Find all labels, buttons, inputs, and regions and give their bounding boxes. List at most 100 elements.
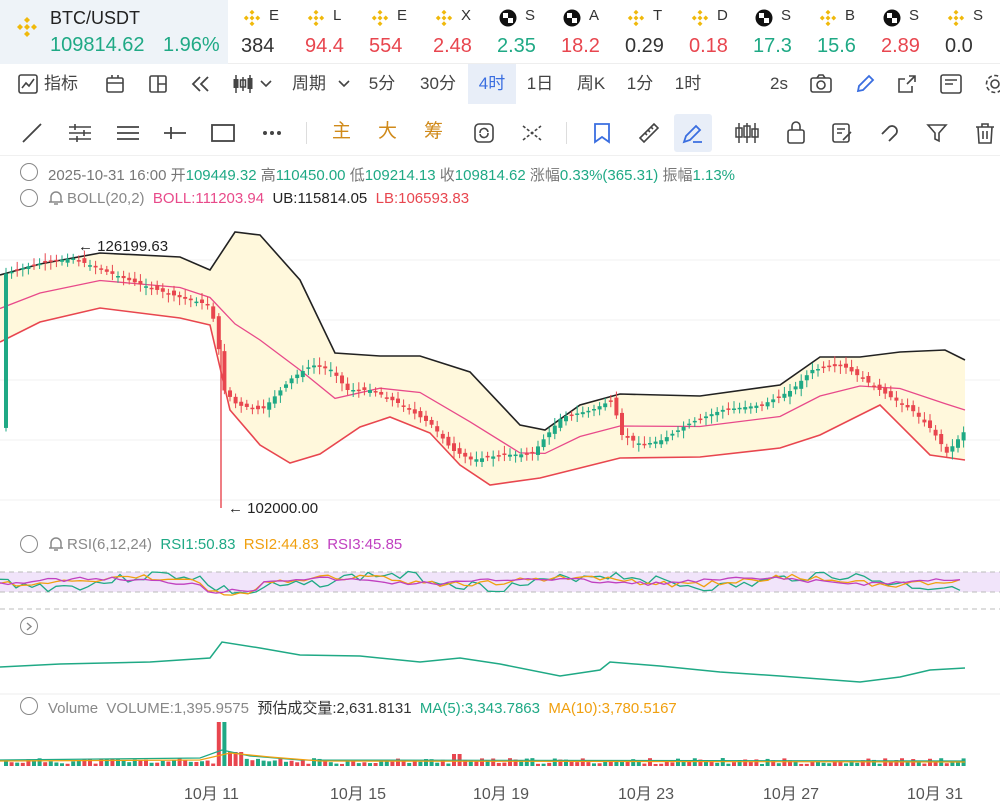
ticker-item[interactable]: D 0.18 xyxy=(681,0,741,64)
camera-icon[interactable] xyxy=(810,74,832,94)
magnet-icon[interactable] xyxy=(877,121,901,145)
trendline-icon[interactable] xyxy=(20,121,44,145)
sync-icon[interactable] xyxy=(472,121,496,145)
candle-body xyxy=(687,423,692,426)
volume-bar xyxy=(653,763,658,766)
interval-tab[interactable]: 30分 xyxy=(420,74,456,93)
pencil-icon[interactable] xyxy=(855,74,875,94)
horizontal-ray-icon[interactable] xyxy=(162,121,188,145)
settings-icon[interactable] xyxy=(984,73,1000,95)
candle-body xyxy=(82,258,87,263)
volume-bar xyxy=(396,758,400,766)
more-icon[interactable] xyxy=(260,121,284,145)
candle-body xyxy=(804,375,809,381)
bnb-icon xyxy=(371,9,389,27)
collapse-toggle[interactable] xyxy=(20,189,38,207)
period-dropdown[interactable]: 周期 xyxy=(292,74,326,93)
ticker-item[interactable]: S 2.89 xyxy=(873,0,933,64)
volume-bar xyxy=(860,760,865,766)
ticker-item[interactable]: E 554 xyxy=(361,0,421,64)
ticker-item-name: E xyxy=(269,7,280,24)
candle-body xyxy=(396,398,400,403)
volume-bar xyxy=(194,761,199,766)
candle-type-icon[interactable] xyxy=(231,73,255,95)
split-view-icon[interactable] xyxy=(148,74,168,94)
ticker-item[interactable]: S 0.0 xyxy=(937,0,997,64)
ticker-main-btc[interactable]: BTC/USDT 109814.62 1.96% xyxy=(0,0,228,64)
candlestick-chart[interactable] xyxy=(0,210,1000,530)
boll-band xyxy=(0,232,965,485)
lock-icon[interactable] xyxy=(785,121,807,145)
candle-body xyxy=(340,375,344,384)
volume-bar xyxy=(127,762,132,766)
template-icon[interactable] xyxy=(940,74,962,94)
channel-icon[interactable] xyxy=(115,121,141,145)
collapse-toggle[interactable] xyxy=(20,697,38,715)
parallel-lines-icon[interactable] xyxy=(67,121,93,145)
collapse-toggle[interactable] xyxy=(20,163,38,181)
bell-icon[interactable] xyxy=(47,189,65,207)
ticker-item[interactable]: B 15.6 xyxy=(809,0,869,64)
layout-icon[interactable] xyxy=(105,74,125,94)
ticker-item[interactable]: X 2.48 xyxy=(425,0,485,64)
candle-body xyxy=(653,441,658,444)
volume-bar xyxy=(144,759,148,766)
interval-tab[interactable]: 4时 xyxy=(468,64,516,104)
ticker-item[interactable]: S 17.3 xyxy=(745,0,805,64)
ticker-item[interactable]: E 384 xyxy=(233,0,293,64)
drawing-toolbar: 主 大 筹 xyxy=(0,108,1000,156)
volume-ma5: MA(5):3,343.7863 xyxy=(419,700,540,717)
candle-body xyxy=(37,263,42,266)
indicator-line-chart[interactable] xyxy=(0,620,1000,695)
rectangle-icon[interactable] xyxy=(210,121,236,145)
bookmark-icon[interactable] xyxy=(590,121,614,145)
ticker-item-name: B xyxy=(845,7,856,24)
volume-chart[interactable] xyxy=(0,720,1000,770)
ruler-icon[interactable] xyxy=(637,121,661,145)
refresh-interval[interactable]: 2s xyxy=(770,74,788,93)
expand-toggle[interactable] xyxy=(20,617,38,635)
ticker-item-price: 18.2 xyxy=(561,35,600,57)
ticker-item[interactable]: S 2.35 xyxy=(489,0,549,64)
volume-bar xyxy=(905,762,910,766)
share-icon[interactable] xyxy=(897,74,917,94)
candle-body xyxy=(440,433,445,439)
interval-tab[interactable]: 周K xyxy=(576,74,606,93)
indicator-chart-icon[interactable] xyxy=(18,74,38,94)
chevron-down-icon[interactable] xyxy=(260,80,272,88)
bell-icon[interactable] xyxy=(47,535,65,553)
indicators-button[interactable]: 指标 xyxy=(44,74,78,93)
edit-note-icon[interactable] xyxy=(830,121,854,145)
big-order-button[interactable]: 大 xyxy=(378,121,398,142)
ticker-item[interactable]: A 18.2 xyxy=(553,0,613,64)
interval-tab[interactable]: 1分 xyxy=(626,74,654,93)
chevron-right-icon xyxy=(26,622,33,631)
candle-body xyxy=(474,459,479,462)
candle-body xyxy=(519,454,524,458)
interval-tab[interactable]: 1时 xyxy=(674,74,702,93)
filter-icon[interactable] xyxy=(925,121,949,145)
ticker-item[interactable]: T 0.29 xyxy=(617,0,677,64)
volume-bar xyxy=(519,760,524,766)
candle-body xyxy=(160,288,165,292)
interval-tab[interactable]: 1日 xyxy=(526,74,554,93)
candle-body xyxy=(127,277,132,281)
volume-bar xyxy=(20,762,25,766)
collapse-toggle[interactable] xyxy=(20,535,38,553)
brush-icon[interactable] xyxy=(681,121,705,145)
ticker-item-name: S xyxy=(525,7,536,24)
replay-icon[interactable] xyxy=(190,74,212,94)
rsi-chart[interactable] xyxy=(0,555,1000,610)
boll-value: BOLL:111203.94 xyxy=(152,190,265,207)
chip-distribution-button[interactable]: 筹 xyxy=(424,121,444,142)
candle-body xyxy=(328,369,333,372)
main-chart-button[interactable]: 主 xyxy=(332,121,352,142)
interval-tab[interactable]: 5分 xyxy=(368,74,396,93)
candle-body xyxy=(524,453,529,455)
scissors-icon[interactable] xyxy=(520,121,544,145)
trash-icon[interactable] xyxy=(974,121,996,145)
volume-bar xyxy=(211,763,216,766)
ticker-item[interactable]: L 94.4 xyxy=(297,0,357,64)
chevron-down-icon[interactable] xyxy=(338,80,350,88)
candles-icon[interactable] xyxy=(734,121,760,145)
